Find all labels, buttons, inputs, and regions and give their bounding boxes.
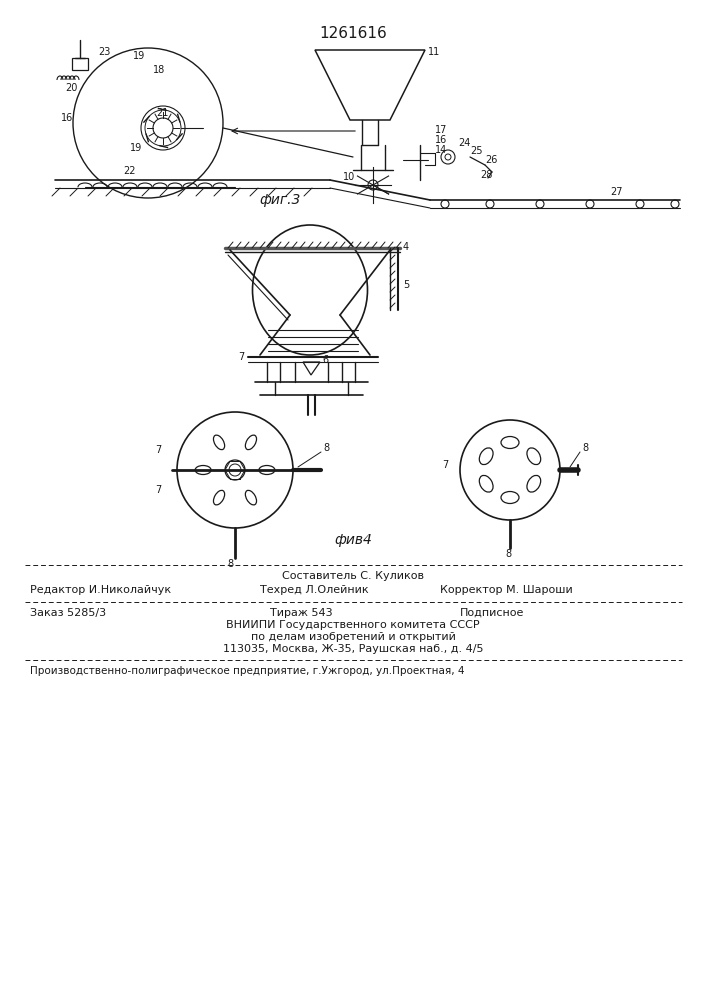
Text: Техред Л.Олейник: Техред Л.Олейник — [260, 585, 368, 595]
Text: 14: 14 — [435, 145, 448, 155]
Text: Редактор И.Николайчук: Редактор И.Николайчук — [30, 585, 171, 595]
Text: фиг.3: фиг.3 — [259, 193, 300, 207]
Text: 23: 23 — [98, 47, 110, 57]
Text: 113035, Москва, Ж-35, Раушская наб., д. 4/5: 113035, Москва, Ж-35, Раушская наб., д. … — [223, 644, 484, 654]
Text: 8: 8 — [227, 559, 233, 569]
Text: 18: 18 — [153, 65, 165, 75]
Text: 10: 10 — [343, 172, 355, 182]
Text: 7: 7 — [442, 460, 448, 470]
Text: 7: 7 — [238, 352, 244, 362]
Text: 5: 5 — [403, 280, 409, 290]
Text: 6: 6 — [322, 355, 328, 365]
Text: 4: 4 — [403, 242, 409, 252]
Text: 25: 25 — [470, 146, 482, 156]
Text: 19: 19 — [130, 143, 142, 153]
Text: 11: 11 — [428, 47, 440, 57]
Text: по делам изобретений и открытий: по делам изобретений и открытий — [250, 632, 455, 642]
Text: 24: 24 — [458, 138, 470, 148]
Text: 8: 8 — [505, 549, 511, 559]
Text: 16: 16 — [61, 113, 74, 123]
Text: 16: 16 — [435, 135, 448, 145]
Text: Тираж 543: Тираж 543 — [270, 608, 332, 618]
Text: 26: 26 — [485, 155, 498, 165]
Text: 21: 21 — [156, 108, 168, 118]
Text: 20: 20 — [65, 83, 77, 93]
Text: Составитель С. Куликов: Составитель С. Куликов — [282, 571, 424, 581]
Text: 22: 22 — [123, 166, 136, 176]
Text: Подписное: Подписное — [460, 608, 525, 618]
Text: 28: 28 — [480, 170, 492, 180]
Text: 1261616: 1261616 — [319, 25, 387, 40]
Text: Заказ 5285/3: Заказ 5285/3 — [30, 608, 106, 618]
Text: 27: 27 — [610, 187, 622, 197]
Text: фив4: фив4 — [334, 533, 372, 547]
Bar — [72, 58, 88, 70]
Text: 7: 7 — [155, 445, 161, 455]
Text: 17: 17 — [435, 125, 448, 135]
Text: Производственно-полиграфическое предприятие, г.Ужгород, ул.Проектная, 4: Производственно-полиграфическое предприя… — [30, 666, 464, 676]
Text: 19: 19 — [133, 51, 145, 61]
Text: 7: 7 — [155, 485, 161, 495]
Text: 8: 8 — [323, 443, 329, 453]
Text: ВНИИПИ Государственного комитета СССР: ВНИИПИ Государственного комитета СССР — [226, 620, 480, 630]
Text: 8: 8 — [582, 443, 588, 453]
Text: Корректор М. Шароши: Корректор М. Шароши — [440, 585, 573, 595]
